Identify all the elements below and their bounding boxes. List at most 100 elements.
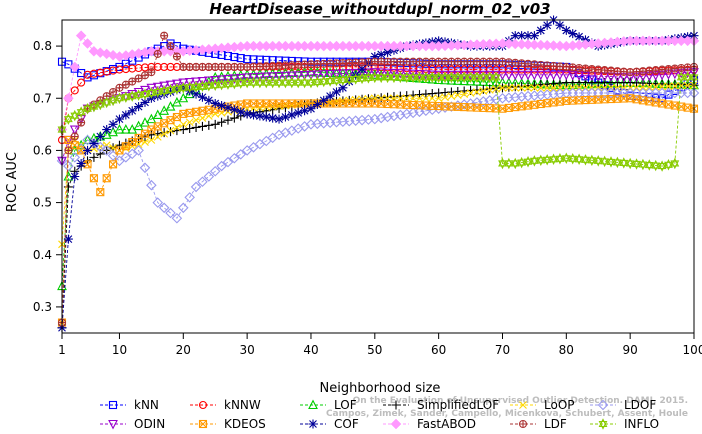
point-cof [70, 172, 80, 181]
legend-marker-lof [308, 399, 318, 410]
point-odin [191, 77, 201, 88]
point-odin [140, 85, 150, 96]
point-loop [524, 83, 532, 92]
point-inflo [191, 81, 201, 93]
point-odin [184, 78, 195, 88]
point-lof [108, 126, 118, 137]
point-kdeos [179, 109, 188, 118]
series-inflo [57, 71, 699, 172]
point-ldof [222, 156, 234, 168]
x-tick-label: 100 [683, 343, 702, 357]
point-loop [185, 118, 194, 127]
point-loop [517, 83, 526, 92]
point-loop [677, 81, 686, 90]
point-cof [217, 101, 227, 111]
point-odin [548, 70, 559, 81]
point-lof [472, 76, 482, 86]
point-kdeos [109, 160, 118, 169]
legend-item-inflo: INFLO [590, 417, 659, 431]
point-kdeos [409, 100, 418, 110]
point-inflo [510, 157, 520, 170]
point-lof [69, 144, 80, 155]
point-loop [121, 144, 130, 153]
point-inflo [581, 154, 590, 166]
point-kdeos [421, 101, 430, 110]
point-loop [198, 114, 207, 122]
point-kdeos [568, 96, 577, 105]
point-ldf [128, 77, 137, 86]
point-cof [242, 109, 252, 119]
point-cof [159, 89, 169, 99]
point-cof [523, 31, 533, 41]
point-kdeos [128, 138, 137, 147]
x-tick-label: 40 [303, 343, 318, 357]
point-odin [369, 68, 380, 78]
chart-title: HeartDisease_withoutdupl_norm_02_v03 [209, 0, 550, 18]
legend-label: KDEOS [224, 417, 266, 431]
point-cof [332, 87, 342, 97]
point-inflo [459, 71, 469, 84]
point-ldf [172, 52, 181, 61]
point-inflo [395, 71, 405, 84]
point-kdeos [281, 99, 290, 108]
point-inflo [185, 81, 195, 94]
point-simplifiedlof [197, 121, 207, 131]
point-inflo [76, 106, 86, 118]
point-loop [153, 132, 162, 141]
point-cof [338, 83, 348, 93]
point-inflo [300, 76, 309, 89]
point-cof [517, 31, 527, 41]
legend-item-knnw: kNNW [190, 398, 261, 412]
point-cof [83, 145, 93, 155]
point-odin [197, 76, 208, 87]
point-inflo [229, 77, 239, 90]
point-knnw [70, 86, 79, 95]
legend-item-kdeos: KDEOS [190, 417, 266, 431]
point-odin [312, 70, 323, 81]
point-inflo [664, 159, 673, 171]
point-inflo [491, 71, 501, 84]
series-line-inflo [61, 76, 694, 167]
point-inflo [102, 96, 112, 109]
legend-marker-inflo [598, 418, 608, 430]
legend-item-cof: COF [300, 417, 359, 431]
point-kdeos [357, 99, 367, 108]
point-ldf [77, 118, 86, 127]
point-inflo [498, 157, 507, 170]
point-inflo [574, 153, 584, 166]
point-knnw [121, 64, 130, 74]
point-knnw [134, 63, 143, 73]
point-kdeos [64, 135, 73, 145]
point-inflo [536, 154, 546, 167]
point-inflo [478, 71, 488, 84]
point-loop [421, 94, 430, 103]
point-inflo [312, 76, 322, 88]
point-kdeos [658, 99, 667, 108]
legend-item-simplifiedlof: SimplifiedLOF [383, 398, 499, 412]
point-inflo [568, 153, 578, 165]
point-lof [120, 124, 131, 134]
point-odin [146, 83, 157, 94]
point-ldof [203, 171, 215, 182]
point-inflo [408, 71, 418, 84]
point-kdeos [370, 99, 379, 108]
point-inflo [217, 78, 226, 91]
point-cof [127, 106, 137, 116]
point-loop [556, 83, 564, 92]
point-lof [459, 75, 470, 86]
point-kdeos [268, 99, 277, 108]
point-odin [523, 70, 533, 81]
point-loop [415, 94, 424, 103]
point-ldf [134, 74, 143, 83]
point-inflo [466, 71, 475, 84]
legend-item-ldf: LDF [510, 417, 567, 431]
point-cof [89, 138, 99, 148]
y-tick-label: 0.7 [33, 91, 52, 105]
point-odin [529, 70, 540, 81]
point-ldf [479, 57, 488, 66]
point-odin [280, 71, 291, 82]
point-odin [344, 69, 355, 79]
legend-label: LOF [334, 398, 357, 412]
series-line-ldof [61, 92, 694, 219]
point-inflo [376, 71, 386, 84]
